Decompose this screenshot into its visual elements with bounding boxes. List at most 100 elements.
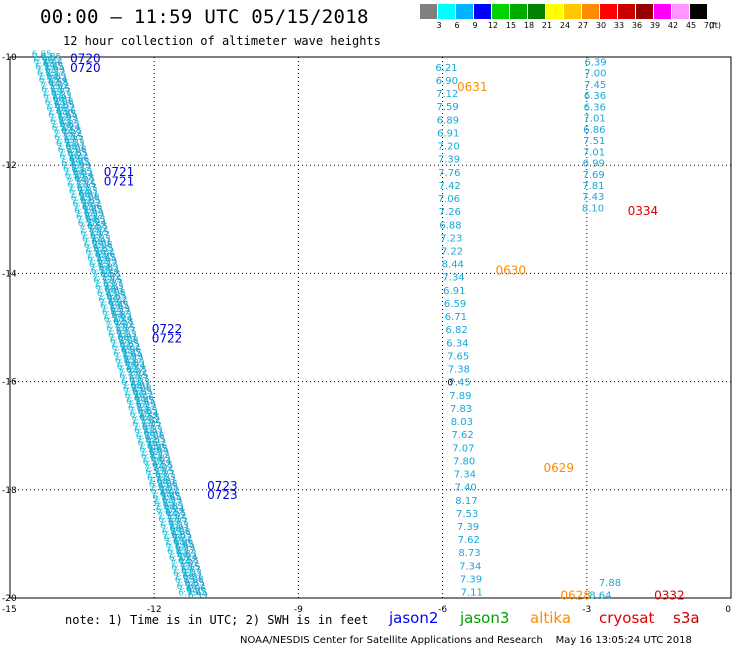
swh-value: 6.86 [583, 125, 605, 136]
swh-value: 6.83 [102, 308, 122, 318]
swh-value: 7.22 [98, 292, 118, 302]
swh-value: 6.83 [76, 212, 96, 222]
swh-value: 7.89 [449, 391, 471, 402]
swh-value: 6.85 [58, 146, 78, 156]
swh-value: 7.15 [102, 276, 122, 286]
swh-value: 7.33 [143, 425, 163, 435]
swh-value: 6.36 [584, 102, 606, 113]
credit-line: NOAA/NESDIS Center for Satellite Applica… [240, 635, 692, 646]
swh-value: 7.81 [582, 181, 604, 192]
swh-value: 6.89 [437, 115, 459, 126]
swh-value: 6.58 [74, 174, 94, 184]
swh-value: 6.91 [170, 524, 190, 534]
swh-value: 7.07 [452, 443, 474, 454]
swh-value: 6.58 [169, 553, 189, 563]
swh-value: 7.15 [128, 371, 148, 381]
swh-value: 6.96 [85, 247, 105, 257]
swh-value: 7.12 [153, 496, 173, 506]
x-tick-label: 0 [725, 605, 731, 615]
swh-value: 6.91 [66, 142, 86, 152]
swh-value: 6.83 [63, 165, 83, 175]
swh-value: 6.99 [71, 161, 91, 171]
swh-value: 6.83 [59, 120, 79, 130]
swh-value: 7.02 [144, 461, 164, 471]
colorbar-unit: (ft) [708, 21, 722, 30]
swh-value: 7.65 [447, 351, 469, 362]
x-tick-label: -9 [294, 605, 303, 615]
swh-value: 6.59 [444, 299, 466, 310]
swh-value: 6.83 [167, 547, 187, 557]
swh-value: 6.91 [121, 378, 141, 388]
swh-value: 6.85 [45, 98, 65, 108]
swh-value: 7.33 [159, 518, 179, 528]
swh-value: 7.88 [599, 578, 621, 589]
swh-value: 7.45 [57, 110, 77, 120]
swh-value: 6.91 [443, 286, 465, 297]
swh-value: 6.96 [33, 56, 53, 66]
swh-value: 6.91 [437, 128, 459, 139]
swh-value: 7.26 [439, 207, 461, 218]
colorbar-swatch [456, 4, 473, 19]
swh-value: 6.96 [82, 202, 102, 212]
colorbar-swatch [492, 4, 509, 19]
swh-value: 7.33 [172, 566, 192, 576]
swh-value: 6.99 [188, 591, 208, 601]
swh-value: 7.45 [138, 442, 158, 452]
swh-value: 6.58 [178, 556, 198, 566]
swh-value: 7.02 [88, 225, 108, 235]
page-subtitle: 12 hour collection of altimeter wave hei… [63, 34, 381, 48]
swh-value: 7.22 [107, 295, 127, 305]
swh-value: 6.96 [147, 441, 167, 451]
swh-value: 7.15 [79, 225, 99, 235]
swh-value: 6.99 [61, 158, 81, 168]
swh-value: 7.15 [131, 416, 151, 426]
swh-value: 6.77 [93, 276, 113, 286]
colorbar-label: 21 [541, 21, 553, 30]
swh-value: 8.10 [582, 203, 604, 214]
swh-value: 7.22 [163, 531, 183, 541]
swh-value: 7.08 [161, 525, 181, 535]
swh-value: 7.45 [47, 107, 67, 117]
swh-value: 6.91 [131, 381, 151, 391]
swh-value: 6.58 [152, 460, 172, 470]
colorbar-swatch [528, 4, 545, 19]
swh-value: 7.12 [88, 257, 108, 267]
pass-time-label: 0723 [207, 488, 238, 502]
swh-value: 7.08 [118, 336, 138, 346]
colorbar-label: 45 [685, 21, 697, 30]
y-tick-label: -10 [2, 53, 17, 63]
swh-value: 7.22 [137, 435, 157, 445]
swh-value: 7.08 [79, 193, 99, 203]
swh-value: 7.15 [180, 562, 200, 572]
swh-value: 7.33 [169, 521, 189, 531]
swh-value: 6.58 [126, 365, 146, 375]
swh-value: 6.77 [181, 566, 201, 576]
swh-value: 7.12 [111, 308, 131, 318]
swh-value: 6.85 [67, 148, 87, 158]
swh-value: 7.51 [583, 136, 605, 147]
colorbar-swatch [582, 4, 599, 19]
swh-value: 7.12 [46, 69, 66, 79]
swh-value: 7.22 [159, 486, 179, 496]
swh-value: 6.99 [48, 111, 68, 121]
swh-value: 7.02 [131, 413, 151, 423]
swh-value: 6.83 [89, 260, 109, 270]
swh-value: 8.64 [589, 590, 611, 601]
swh-value: 7.02 [127, 368, 147, 378]
colorbar-swatch [564, 4, 581, 19]
swh-value: 7.33 [78, 186, 98, 196]
swh-value: 7.12 [137, 403, 157, 413]
swh-value: 6.99 [583, 159, 605, 170]
swh-value: 7.33 [107, 327, 127, 337]
swh-value: 7.08 [148, 477, 168, 487]
y-tick-label: -14 [2, 269, 17, 279]
swh-value: 6.58 [48, 78, 68, 88]
swh-value: 7.02 [179, 559, 199, 569]
swh-value: 6.58 [104, 314, 124, 324]
pass-time-label: 0722 [152, 322, 183, 336]
swh-value: 7.02 [49, 81, 69, 91]
swh-value: 6.58 [156, 505, 176, 515]
swh-value: 8.73 [458, 548, 480, 559]
swh-value: 6.96 [137, 439, 157, 449]
swh-value: 7.22 [133, 390, 153, 400]
